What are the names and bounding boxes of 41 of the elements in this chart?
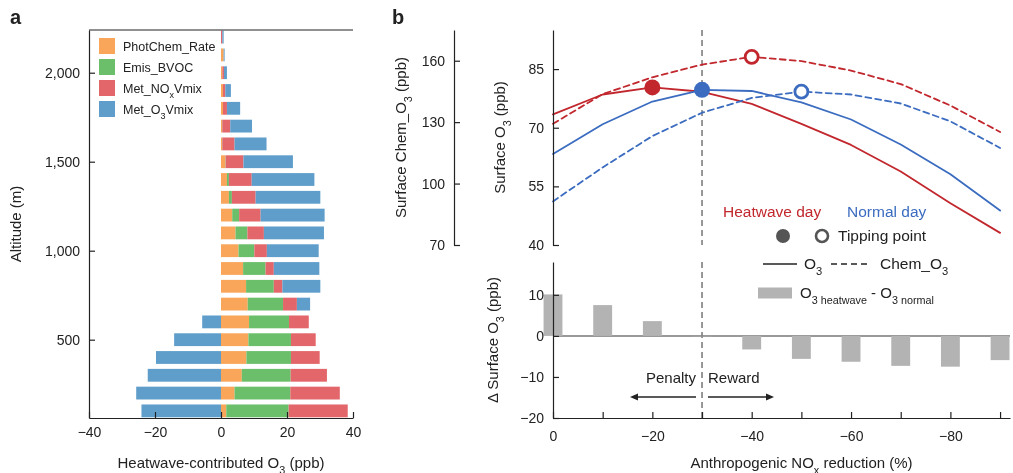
x-tick-label: −80 bbox=[939, 428, 963, 444]
y2-tick-label: 160 bbox=[421, 52, 446, 69]
x-tick-label: −20 bbox=[143, 423, 168, 440]
y2-tick-label: 70 bbox=[429, 236, 446, 253]
y-tick-label: 70 bbox=[528, 119, 545, 136]
legend-label: PhotChem_Rate bbox=[123, 40, 216, 54]
x-tick-label: −40 bbox=[77, 423, 102, 440]
y-tick-label: 500 bbox=[56, 331, 81, 348]
legend-label: Met_NO$_{x}$Vmix bbox=[123, 82, 203, 100]
legend-label: Emis_BVOC bbox=[123, 61, 194, 75]
annotation: O$_{3}$ bbox=[804, 255, 823, 277]
y-tick-label: 2,000 bbox=[44, 64, 81, 81]
legend-label: Met_O$_{3}$Vmix bbox=[123, 103, 195, 121]
x-tick-label: 0 bbox=[217, 423, 226, 440]
x-tick-label: −40 bbox=[740, 428, 765, 444]
x-tick-label: −60 bbox=[839, 428, 864, 444]
legend-label: O$_{3 heatwave}$ - O$_{3 normal}$ bbox=[800, 284, 934, 306]
x-tick-label: 0 bbox=[549, 428, 558, 444]
y-tick-label: −10 bbox=[520, 368, 545, 385]
y2-tick-label: 100 bbox=[421, 175, 446, 192]
annotation: Normal day bbox=[847, 203, 927, 220]
x-tick-label: 40 bbox=[345, 423, 362, 440]
y-tick-label: 40 bbox=[528, 236, 545, 253]
y-tick-label: −20 bbox=[520, 409, 545, 426]
annotation: Reward bbox=[708, 369, 760, 386]
y-tick-label: 0 bbox=[536, 327, 545, 344]
annotation: Penalty bbox=[645, 369, 697, 386]
x-tick-label: 20 bbox=[279, 423, 296, 440]
x-tick-label: −20 bbox=[640, 428, 665, 444]
annotation: Tipping point bbox=[838, 227, 927, 244]
annotation: Chem_O$_{3}$ bbox=[880, 255, 949, 277]
y2-tick-label: 130 bbox=[421, 114, 446, 131]
annotation: Heatwave day bbox=[723, 203, 822, 220]
y-tick-label: 55 bbox=[528, 178, 545, 195]
y-tick-label: 1,000 bbox=[44, 242, 81, 259]
y-tick-label: 10 bbox=[528, 286, 545, 303]
y-tick-label: 1,500 bbox=[44, 153, 81, 170]
y-axis-title: Altitude (m) bbox=[7, 185, 24, 263]
chart-title: a bbox=[10, 6, 22, 28]
chart-title: b bbox=[392, 6, 405, 28]
y-tick-label: 85 bbox=[528, 61, 545, 78]
